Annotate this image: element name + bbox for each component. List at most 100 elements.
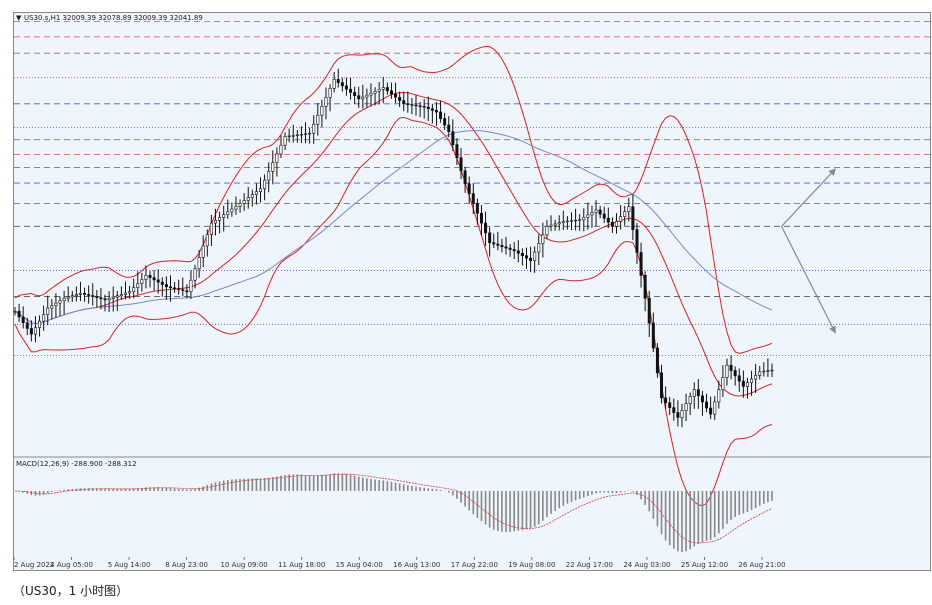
candle-body (529, 257, 533, 261)
candle-body (263, 179, 267, 190)
candle-body (574, 219, 578, 222)
candle-body (451, 131, 455, 145)
candle-body (164, 284, 168, 288)
x-tick-label: 15 Aug 04:00 (336, 561, 383, 569)
candle-body (78, 292, 82, 295)
candle-body (242, 200, 246, 204)
candle-body (537, 243, 541, 253)
candle-body (320, 105, 324, 116)
candle-body (361, 96, 365, 100)
candle-body (42, 314, 46, 322)
moving-average-line (14, 130, 773, 325)
candle-body (250, 194, 254, 198)
candle-body (349, 88, 353, 93)
candle-body (467, 183, 471, 194)
candle-body (414, 104, 418, 107)
candle-body (700, 395, 704, 403)
candle-body (660, 372, 664, 399)
candle-body (479, 212, 483, 224)
candle-body (504, 246, 508, 249)
moving-average (14, 130, 773, 325)
candle-body (766, 370, 770, 372)
chart-menu-icon[interactable]: ▼ (16, 14, 22, 22)
candle-body (615, 221, 619, 227)
x-tick-label: 16 Aug 13:00 (393, 561, 440, 569)
candle-body (70, 295, 74, 298)
candle-body (643, 275, 647, 299)
candle-body (606, 217, 610, 223)
candle-body (684, 403, 688, 411)
candle-body (520, 252, 524, 257)
candle-body (512, 249, 516, 252)
candle-body (103, 298, 107, 301)
x-tick-label: 2 Aug 2022 (14, 561, 54, 569)
candle-body (721, 377, 725, 390)
candle-body (729, 364, 733, 371)
candle-body (484, 222, 488, 234)
horizontal-levels (14, 20, 930, 356)
candle-body (619, 216, 623, 222)
bollinger-upper (14, 45, 773, 354)
candle-body (398, 97, 402, 101)
candle-body (676, 412, 680, 418)
candle-body (578, 219, 582, 221)
macd-panel (14, 473, 773, 552)
main-info: ▼ US30.s,H1 32009.39 32078.89 32009.39 3… (16, 14, 203, 22)
candle-body (283, 136, 287, 146)
candle-body (639, 252, 643, 276)
candle-body (541, 234, 545, 244)
candle-body (29, 328, 33, 335)
candle-body (516, 250, 520, 254)
x-tick-label: 22 Aug 17:00 (566, 561, 613, 569)
candle-body (226, 211, 230, 215)
candle-body (561, 221, 565, 223)
candle-body (389, 90, 393, 95)
candle-body (725, 364, 729, 378)
candle-body (365, 94, 369, 98)
candle-body (58, 300, 62, 304)
x-tick-label: 5 Aug 14:00 (108, 561, 151, 569)
candle-body (197, 257, 201, 270)
candle-body (201, 245, 205, 258)
x-tick-label: 25 Aug 12:00 (681, 561, 728, 569)
candle-body (631, 206, 635, 230)
candle-body (62, 297, 66, 301)
candle-body (426, 106, 430, 110)
candle-body (87, 294, 91, 296)
bollinger-middle (14, 91, 773, 397)
candle-body (410, 104, 414, 106)
candle-body (66, 296, 70, 299)
candle-body (275, 153, 279, 163)
x-tick-label: 26 Aug 21:00 (738, 561, 785, 569)
candle-body (594, 209, 598, 213)
candle-body (254, 191, 258, 195)
candle-body (709, 407, 713, 415)
projection-arrows (781, 168, 837, 334)
candle-body (524, 255, 528, 259)
x-tick-label: 19 Aug 08:00 (508, 561, 555, 569)
candle-body (332, 79, 336, 89)
candle-body (455, 144, 459, 159)
candle-body (353, 92, 357, 96)
candle-body (717, 389, 721, 403)
candle-body (713, 401, 717, 415)
candle-body (267, 171, 271, 181)
candle-body (406, 103, 410, 105)
candle-body (144, 275, 148, 280)
candle-body (193, 268, 197, 281)
candle-body (664, 397, 668, 404)
candle-body (586, 214, 590, 218)
candle-body (111, 296, 115, 299)
candle-body (627, 206, 631, 212)
candle-body (160, 281, 164, 285)
candle-body (557, 222, 561, 225)
candle-body (185, 290, 189, 292)
macd-readout: MACD(12,26,9) -288.900 -288.312 (16, 460, 137, 468)
candle-body (647, 297, 651, 324)
candle-body (312, 123, 316, 134)
macd-signal-line (14, 473, 773, 544)
candle-body (692, 389, 696, 397)
candle-body (672, 407, 676, 413)
projection-arrow-1 (781, 226, 836, 334)
